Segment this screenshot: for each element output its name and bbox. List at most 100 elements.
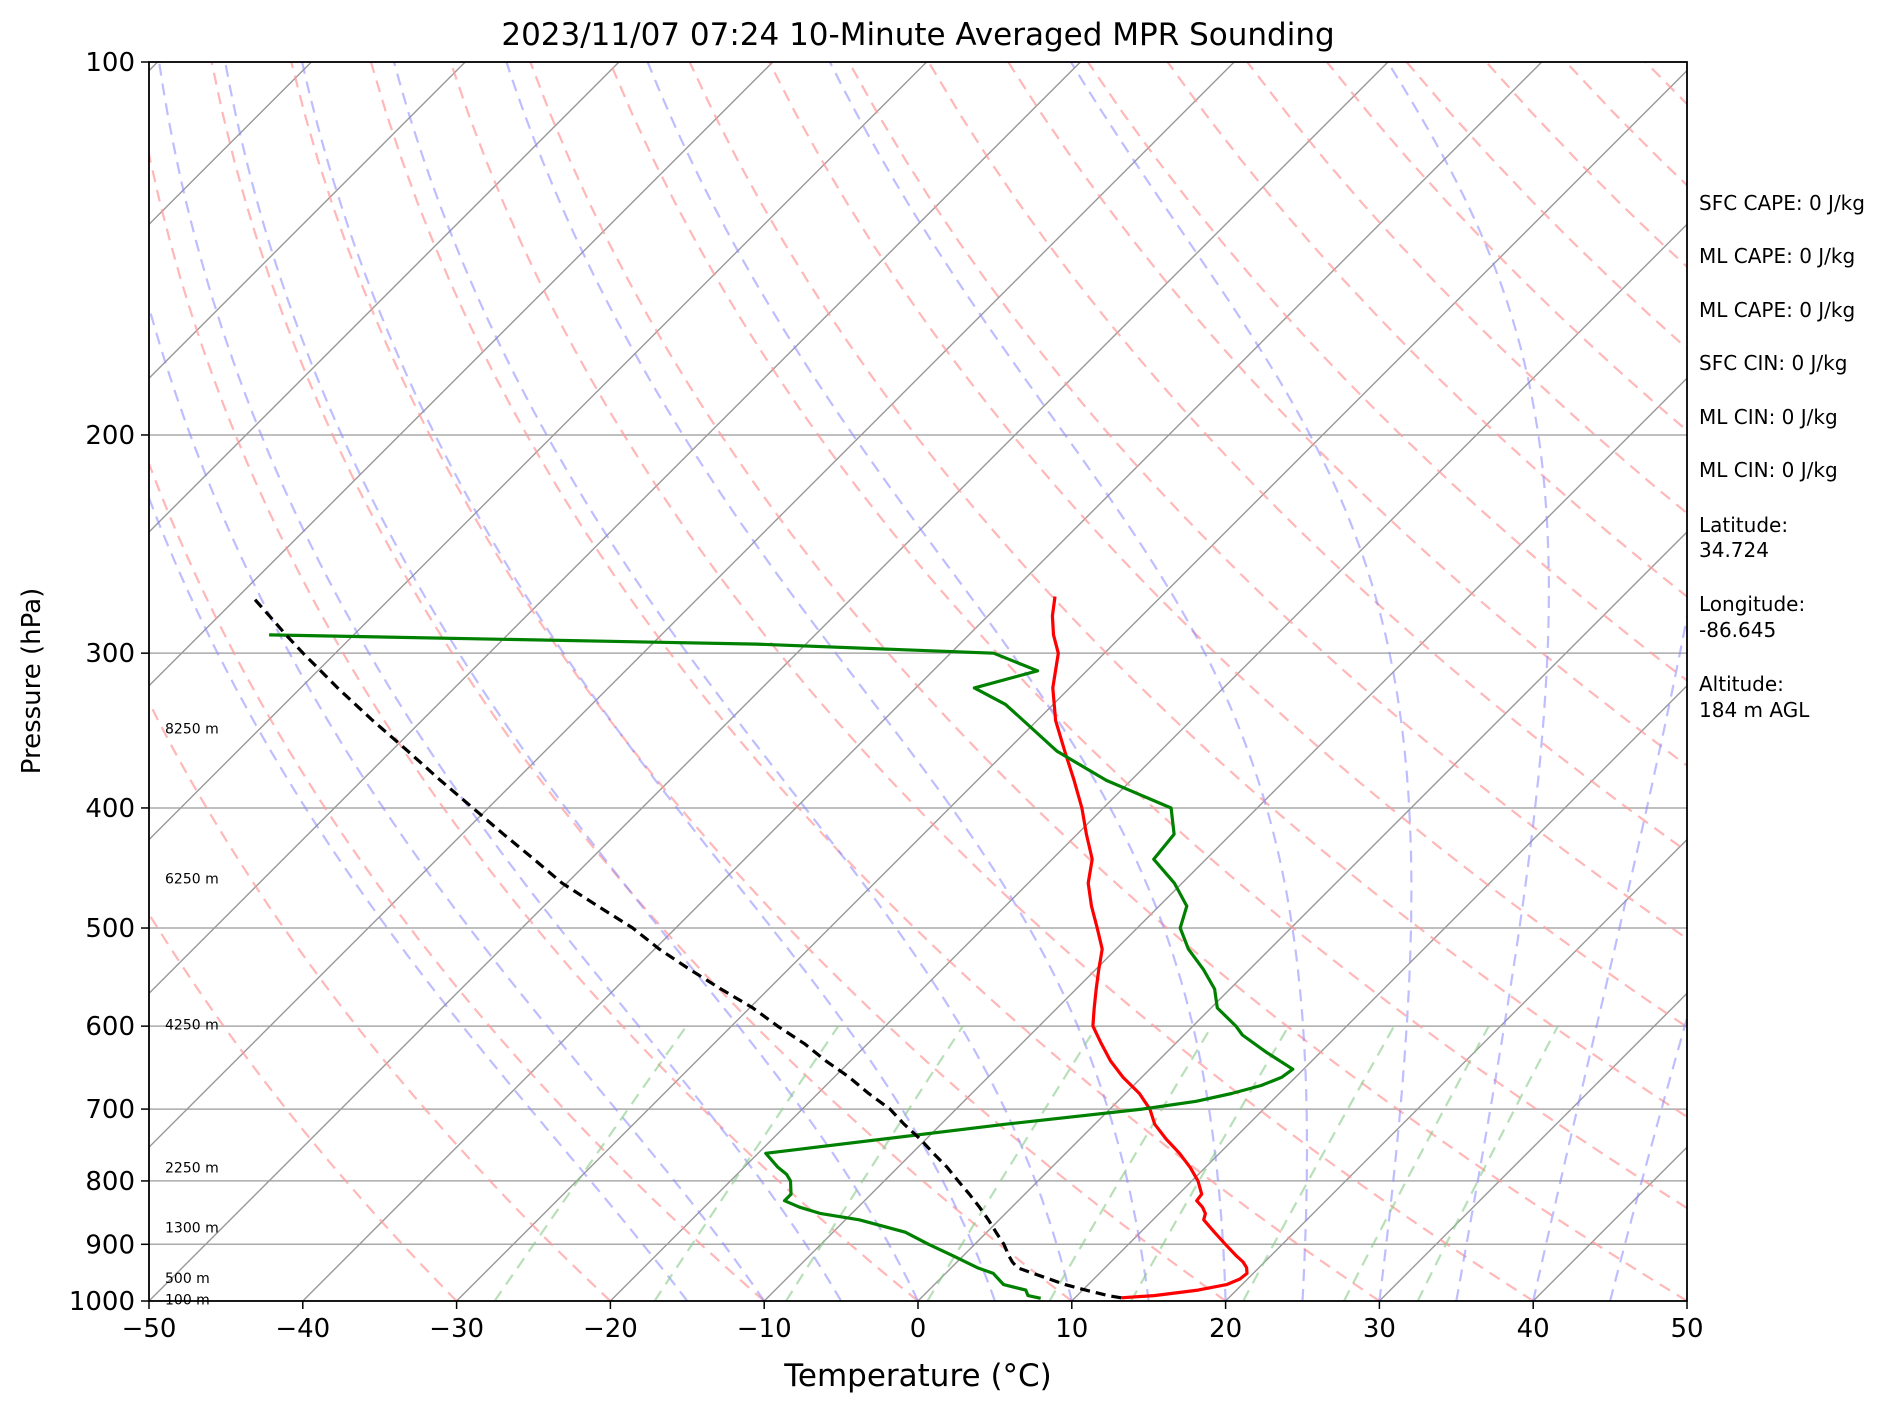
x-axis-label: Temperature (°C) bbox=[783, 1358, 1052, 1394]
dry-adiabat bbox=[529, 62, 1687, 1301]
dry-adiabat bbox=[1007, 62, 1687, 767]
x-tick-label: −30 bbox=[429, 1314, 484, 1344]
isotherm-line bbox=[149, 62, 774, 687]
longitude-label: Longitude: bbox=[1699, 592, 1805, 616]
x-tick-label: 10 bbox=[1055, 1314, 1088, 1344]
isotherm-line bbox=[149, 62, 1389, 1301]
moist-adiabat bbox=[149, 495, 689, 1301]
x-tick-label: −50 bbox=[122, 1314, 177, 1344]
stat-ml-cape-2: ML CAPE: 0 J/kg bbox=[1699, 298, 1855, 322]
moist-adiabat bbox=[392, 62, 1073, 1301]
pressure-gridlines bbox=[149, 62, 1687, 1301]
isotherm-line bbox=[302, 62, 1543, 1301]
dry-adiabat bbox=[210, 62, 1073, 1301]
moist-adiabat-lines bbox=[149, 62, 1687, 1301]
isotherm-line bbox=[149, 62, 466, 380]
y-tick-label: 800 bbox=[85, 1167, 135, 1197]
moist-adiabat bbox=[1069, 62, 1413, 1301]
dry-adiabat bbox=[149, 460, 765, 1301]
sounding-series-3 bbox=[251, 595, 1122, 1300]
y-tick-label: 500 bbox=[85, 914, 135, 944]
moist-adiabat bbox=[224, 62, 919, 1301]
x-tick-label: −20 bbox=[583, 1314, 638, 1344]
y-tick-label: 600 bbox=[85, 1012, 135, 1042]
moist-adiabat bbox=[505, 62, 1150, 1301]
isotherm-line bbox=[763, 377, 1687, 1301]
x-tick-label: −40 bbox=[275, 1314, 330, 1344]
isotherm-line bbox=[149, 62, 1235, 1149]
moist-adiabat bbox=[1532, 611, 1687, 1301]
plot-area bbox=[0, 62, 1893, 1301]
dry-adiabat-lines bbox=[149, 62, 1893, 1301]
dry-adiabat bbox=[149, 699, 612, 1301]
y-tick-label: 1000 bbox=[69, 1287, 135, 1317]
y-axis-label: Pressure (hPa) bbox=[17, 588, 47, 775]
mixing-ratio-line bbox=[493, 1025, 688, 1301]
y-tick-label: 100 bbox=[85, 48, 135, 78]
x-axis-ticks: −50 −40 −30 −20 −10 0 10 20 30 40 50 bbox=[122, 1301, 1704, 1344]
moist-adiabat bbox=[149, 303, 766, 1301]
y-tick-label: 900 bbox=[85, 1230, 135, 1260]
stat-ml-cape: ML CAPE: 0 J/kg bbox=[1699, 244, 1855, 268]
mixing-ratio-line bbox=[785, 1025, 964, 1301]
x-tick-label: −10 bbox=[737, 1314, 792, 1344]
altitude-value: 184 m AGL bbox=[1699, 698, 1810, 722]
dry-adiabat bbox=[449, 62, 1534, 1301]
height-label: 500 m bbox=[165, 1271, 210, 1287]
isotherm-line bbox=[0, 62, 4, 1301]
height-label: 1300 m bbox=[165, 1220, 219, 1236]
mixing-ratio-line bbox=[926, 1025, 1098, 1301]
isotherm-line bbox=[1071, 684, 1687, 1301]
mixing-ratio-line bbox=[653, 1025, 840, 1301]
latitude-label: Latitude: bbox=[1699, 513, 1788, 537]
dry-adiabat bbox=[369, 62, 1381, 1301]
dry-adiabat bbox=[688, 62, 1687, 1119]
height-label: 8250 m bbox=[165, 721, 219, 737]
y-axis-ticks: 100 200 300 400 500 600 700 800 900 1000 bbox=[69, 48, 149, 1317]
dry-adiabat bbox=[608, 62, 1687, 1210]
mixing-ratio-line bbox=[1416, 1025, 1559, 1301]
stat-sfc-cape: SFC CAPE: 0 J/kg bbox=[1699, 191, 1865, 215]
x-tick-label: 30 bbox=[1363, 1314, 1396, 1344]
dry-adiabat bbox=[1166, 62, 1687, 598]
dry-adiabat bbox=[149, 911, 458, 1301]
isotherm-lines bbox=[0, 62, 1687, 1301]
isotherm-line bbox=[149, 62, 620, 533]
y-tick-label: 300 bbox=[85, 639, 135, 669]
sounding-profiles bbox=[251, 595, 1295, 1300]
moist-adiabat bbox=[1609, 1014, 1687, 1301]
moist-adiabat bbox=[646, 62, 1227, 1301]
height-label: 6250 m bbox=[165, 871, 219, 887]
dry-adiabat bbox=[1885, 62, 1893, 1301]
stat-sfc-cin: SFC CIN: 0 J/kg bbox=[1699, 351, 1847, 375]
mixing-ratio-lines bbox=[493, 1025, 1559, 1301]
isotherm-line bbox=[149, 62, 1081, 995]
mixing-ratio-line bbox=[1130, 1025, 1290, 1301]
y-tick-label: 400 bbox=[85, 794, 135, 824]
height-labels: 8250 m 6250 m 4250 m 2250 m 1300 m 500 m 100 m bbox=[165, 721, 219, 1308]
x-tick-label: 20 bbox=[1209, 1314, 1242, 1344]
x-tick-label: 0 bbox=[910, 1314, 927, 1344]
dry-adiabat bbox=[768, 62, 1687, 1029]
isotherm-line bbox=[149, 62, 928, 841]
x-tick-label: 50 bbox=[1670, 1314, 1703, 1344]
dry-adiabat bbox=[1086, 62, 1687, 682]
stat-ml-cin: ML CIN: 0 J/kg bbox=[1699, 405, 1838, 429]
isotherm-line bbox=[609, 223, 1687, 1301]
altitude-label: Altitude: bbox=[1699, 672, 1784, 696]
dry-adiabat bbox=[290, 62, 1227, 1301]
stat-ml-cin-2: ML CIN: 0 J/kg bbox=[1699, 458, 1838, 482]
height-label: 100 m bbox=[165, 1292, 210, 1308]
plot-frame bbox=[148, 61, 1688, 1302]
stats-panel: SFC CAPE: 0 J/kg ML CAPE: 0 J/kg ML CAPE… bbox=[1699, 191, 1865, 722]
x-tick-label: 40 bbox=[1517, 1314, 1550, 1344]
moist-adiabat bbox=[301, 62, 996, 1301]
mixing-ratio-line bbox=[1048, 1025, 1213, 1301]
moist-adiabat bbox=[158, 62, 843, 1301]
y-tick-label: 700 bbox=[85, 1095, 135, 1125]
isotherm-line bbox=[917, 531, 1687, 1301]
dry-adiabat bbox=[149, 148, 919, 1301]
moist-adiabat bbox=[1386, 62, 1551, 1301]
isotherm-line bbox=[1378, 992, 1687, 1301]
